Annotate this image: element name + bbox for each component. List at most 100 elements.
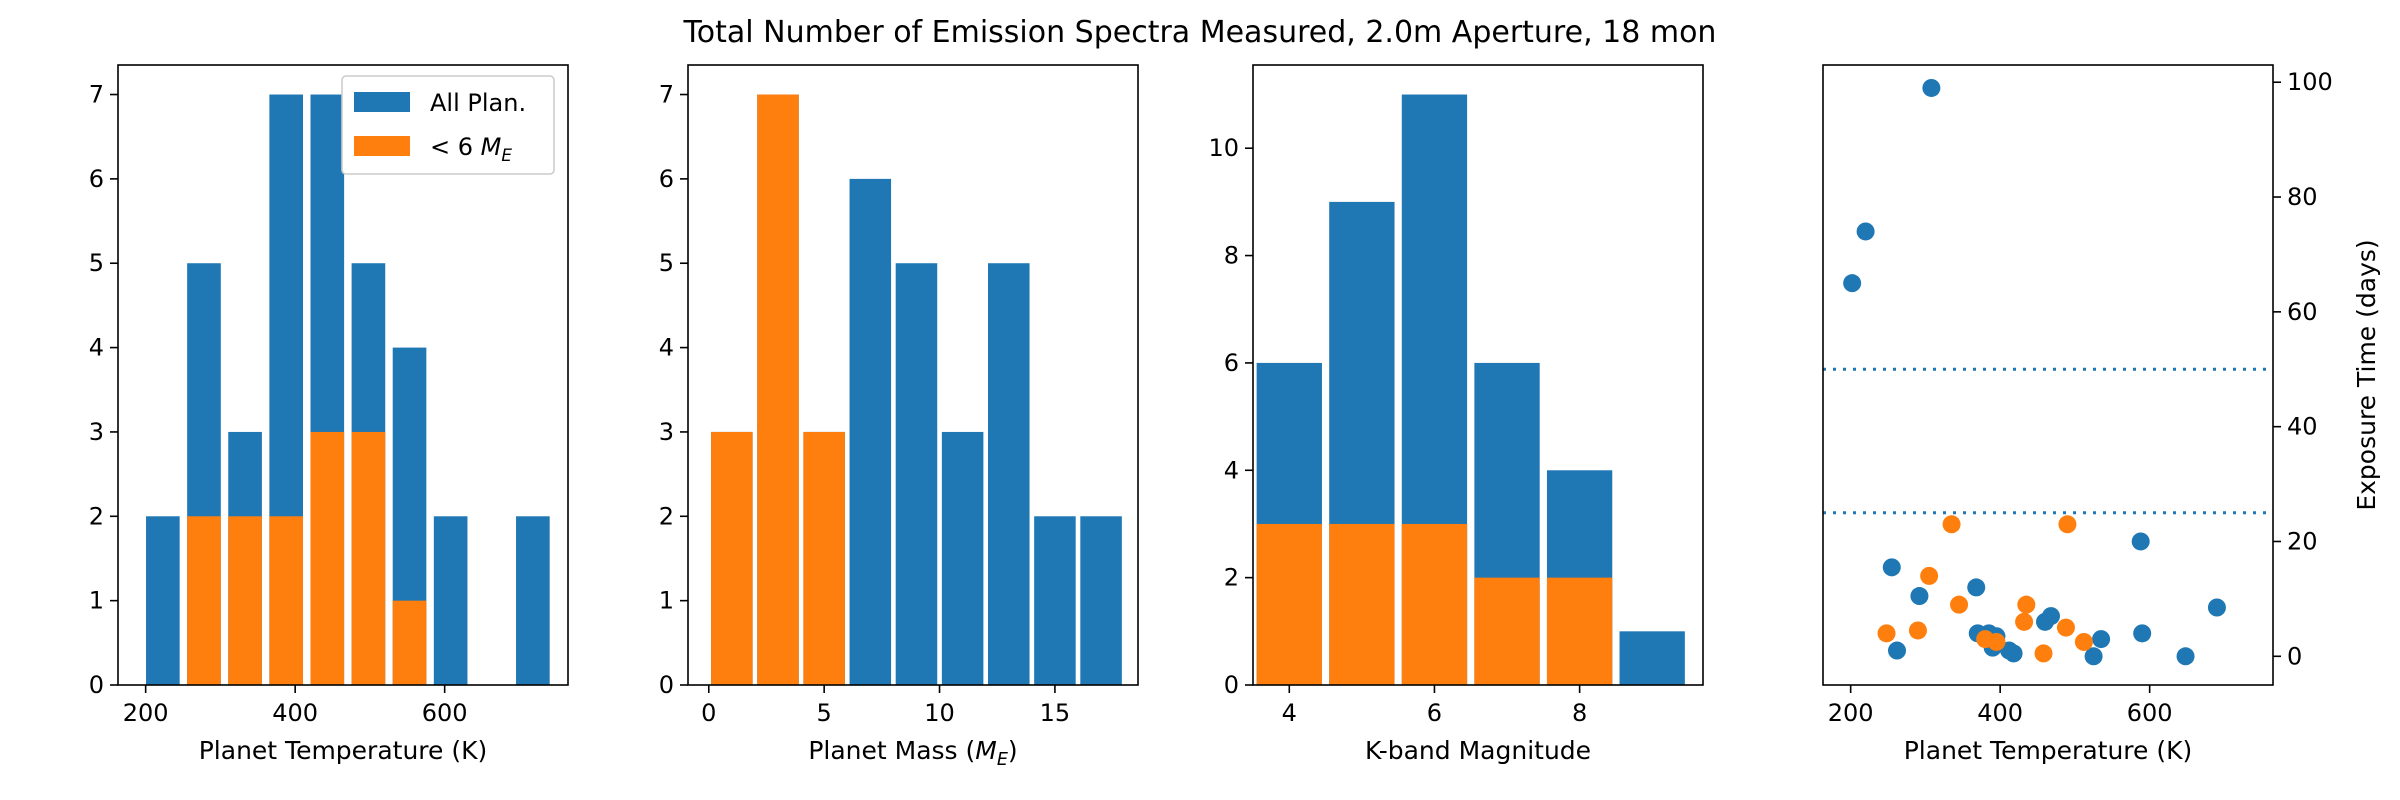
y-tick-label-2-7: 7: [659, 81, 674, 109]
y-tick-label-2-5: 5: [659, 249, 674, 277]
y-tick-label-3-0: 0: [1224, 671, 1239, 699]
bar-all-2-5: [941, 431, 984, 685]
point-small-10: [2056, 618, 2075, 637]
point-small-1: [1908, 621, 1927, 640]
y-tick-label-4-1: 20: [2287, 527, 2318, 555]
y-tick-label-1-5: 5: [89, 249, 104, 277]
y-tick-label-4-2: 40: [2287, 413, 2318, 441]
axes-frame-3: [1252, 64, 1704, 686]
y-tick-label-1-6: 6: [89, 165, 104, 193]
axes-frame-1: [117, 64, 569, 686]
point-small-2: [1920, 566, 1939, 585]
axes-frame-4: [1822, 64, 2274, 686]
y-tick-label-2-1: 1: [659, 587, 674, 615]
x-tick-label-2-3: 15: [1040, 699, 1071, 727]
bar-small-1-3: [269, 516, 304, 685]
point-all-2: [1922, 78, 1941, 97]
bar-small-3-4: [1546, 577, 1613, 685]
bar-small-3-1: [1329, 523, 1395, 685]
y-tick-label-2-0: 0: [659, 671, 674, 699]
y-tick-label-4-5: 100: [2287, 68, 2333, 96]
x-tick-label-1-1: 400: [272, 699, 318, 727]
x-tick-label-2-1: 5: [817, 699, 832, 727]
point-all-12: [2004, 644, 2023, 663]
point-all-14: [2041, 607, 2060, 626]
legend-label-0: All Plan.: [430, 89, 526, 117]
x-tick-label-1-0: 200: [123, 699, 169, 727]
chart-panel-1: 200 400 600 0 1 2 3 4 5 6 7 Planet Temperature (K) A…: [89, 64, 569, 765]
x-tick-label-1-2: 600: [422, 699, 468, 727]
bar-all-1-0: [146, 516, 180, 685]
bar-small-2-2: [803, 431, 845, 685]
x-tick-label-2-2: 10: [924, 699, 955, 727]
y-tick-label-2-2: 2: [659, 502, 674, 530]
x-tick-label-4-2: 600: [2127, 699, 2173, 727]
point-all-5: [1910, 587, 1929, 606]
y-tick-label-4-3: 60: [2287, 298, 2318, 326]
x-tick-label-4-0: 200: [1828, 699, 1874, 727]
bar-small-3-3: [1474, 577, 1540, 685]
bar-small-2-1: [757, 94, 799, 686]
point-small-11: [2058, 515, 2077, 534]
point-all-0: [1843, 274, 1862, 293]
point-all-17: [2131, 532, 2150, 551]
x-tick-label-3-1: 6: [1427, 699, 1442, 727]
x-axis-label-4: Planet Temperature (K): [1904, 736, 2193, 765]
y-axis-label-4: Exposure Time (days): [2352, 239, 2381, 510]
chart-panel-2: 0 5 10 15 0 1 2 3 4 5 6 7 Planet Mass (ME): [659, 64, 1139, 770]
point-all-4: [1888, 641, 1907, 660]
x-tick-label-2-0: 0: [701, 699, 716, 727]
chart-panel-3: 4 6 8 0 2 4 6 8 10 K-band Magnitude: [1208, 64, 1704, 765]
y-tick-label-1-4: 4: [89, 334, 104, 362]
y-tick-label-3-5: 10: [1208, 134, 1239, 162]
y-tick-label-3-4: 8: [1224, 242, 1239, 270]
bar-small-1-5: [351, 431, 386, 685]
y-tick-label-2-3: 3: [659, 418, 674, 446]
point-all-20: [2207, 598, 2226, 617]
point-small-6: [1987, 632, 2006, 651]
bar-all-2-8: [1080, 516, 1122, 685]
bar-small-3-0: [1256, 523, 1322, 685]
bar-all-2-4: [895, 263, 938, 685]
y-tick-label-3-2: 4: [1224, 456, 1239, 484]
bar-all-2-3: [849, 178, 892, 685]
point-all-15: [2084, 647, 2103, 666]
x-axis-label-3: K-band Magnitude: [1365, 736, 1591, 765]
point-all-1: [1856, 222, 1875, 241]
bar-small-1-4: [310, 431, 345, 685]
legend-swatch-0: [354, 92, 410, 112]
point-small-4: [1950, 595, 1969, 614]
x-tick-label-3-0: 4: [1282, 699, 1297, 727]
y-tick-label-4-4: 80: [2287, 183, 2318, 211]
point-all-16: [2092, 630, 2111, 649]
y-tick-label-1-1: 1: [89, 587, 104, 615]
chart-panel-4: 200 400 600 0 20 40 60 80 100 Planet Temperature …: [1822, 64, 2381, 765]
point-small-0: [1877, 624, 1896, 643]
point-small-7: [2015, 612, 2034, 631]
axes-frame-2: [687, 64, 1139, 686]
bar-small-1-6: [392, 600, 427, 685]
y-tick-label-4-0: 0: [2287, 642, 2302, 670]
point-small-12: [2074, 632, 2093, 651]
bar-small-2-0: [711, 431, 753, 685]
point-all-18: [2133, 624, 2152, 643]
figure-title: Total Number of Emission Spectra Measure…: [683, 15, 1717, 50]
point-small-9: [2034, 644, 2053, 663]
point-small-8: [2017, 595, 2036, 614]
bar-all-2-6: [988, 263, 1030, 685]
y-tick-label-2-6: 6: [659, 165, 674, 193]
bar-small-1-2: [228, 516, 262, 685]
y-tick-label-1-0: 0: [89, 671, 104, 699]
y-tick-label-2-4: 4: [659, 334, 674, 362]
point-all-6: [1967, 578, 1986, 597]
bar-small-1-1: [187, 516, 221, 685]
x-axis-label-1: Planet Temperature (K): [199, 736, 488, 765]
bar-all-2-7: [1034, 516, 1076, 685]
x-tick-label-3-2: 8: [1572, 699, 1587, 727]
x-tick-label-4-1: 400: [1977, 699, 2023, 727]
legend-swatch-1: [354, 136, 410, 156]
legend-label-1: < 6 ME: [430, 133, 512, 165]
y-tick-label-3-3: 6: [1224, 349, 1239, 377]
